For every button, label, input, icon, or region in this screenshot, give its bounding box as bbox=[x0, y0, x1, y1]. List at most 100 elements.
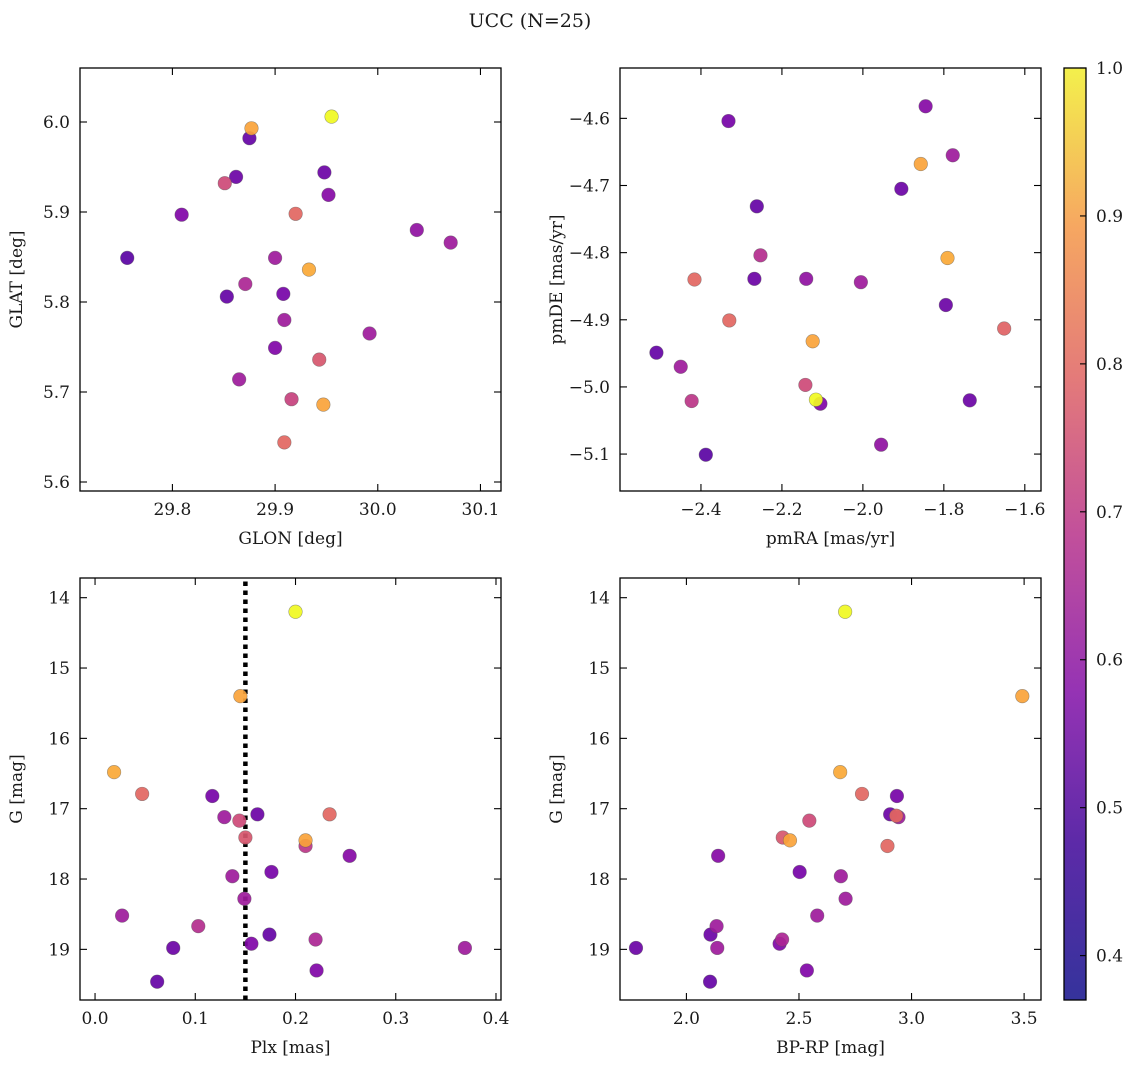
y-tick-label: 16 bbox=[48, 729, 70, 749]
data-point bbox=[309, 963, 324, 978]
data-point bbox=[301, 262, 317, 277]
x-axis-label: pmRA [mas/yr] bbox=[766, 529, 895, 549]
data-point bbox=[747, 271, 762, 286]
data-point bbox=[244, 936, 259, 951]
data-point bbox=[649, 345, 664, 360]
colorbar-tick-label: 0.5 bbox=[1096, 799, 1123, 819]
x-tick-label: −2.4 bbox=[680, 500, 721, 520]
data-point bbox=[838, 604, 853, 619]
scatter-panel-2: −2.4 −2.2 −2.0 −1.8 −1.6 −5.1 −5.0 −4.9 −4.8 −4.7… bbox=[547, 67, 1045, 549]
colorbar-tick-label: 0.4 bbox=[1096, 947, 1123, 967]
x-tick-label: 29.8 bbox=[153, 500, 191, 520]
colorbar: 0.4 0.5 0.6 0.7 0.8 0.9 1.0 bbox=[1063, 59, 1123, 1001]
data-point bbox=[217, 810, 232, 825]
data-point bbox=[799, 271, 814, 286]
x-tick-label: −1.8 bbox=[923, 500, 964, 520]
data-point bbox=[702, 974, 718, 989]
y-tick-label: −4.6 bbox=[569, 109, 610, 129]
y-tick-label: 5.7 bbox=[43, 383, 70, 403]
data-point bbox=[945, 148, 960, 163]
data-point bbox=[225, 869, 240, 884]
data-point bbox=[277, 435, 292, 450]
y-tick-label: 19 bbox=[48, 940, 70, 960]
y-tick-label: 17 bbox=[588, 800, 610, 820]
data-point bbox=[833, 765, 848, 780]
y-tick-label: 5.9 bbox=[43, 203, 70, 223]
data-point bbox=[457, 940, 473, 956]
data-point bbox=[237, 891, 252, 906]
y-axis-label: G [mag] bbox=[7, 754, 27, 823]
data-point bbox=[940, 250, 955, 266]
data-point bbox=[808, 392, 824, 407]
data-point bbox=[228, 169, 244, 184]
data-point bbox=[288, 206, 303, 221]
data-point bbox=[342, 848, 357, 863]
data-point bbox=[997, 321, 1012, 336]
y-tick-label: −4.7 bbox=[569, 177, 610, 197]
data-point bbox=[628, 940, 644, 956]
y-tick-label: 17 bbox=[48, 800, 70, 820]
y-tick-label: 6.0 bbox=[43, 113, 70, 133]
data-point bbox=[698, 447, 713, 462]
y-tick-label: 14 bbox=[588, 589, 610, 609]
data-point bbox=[298, 833, 313, 848]
data-point bbox=[324, 109, 339, 124]
data-point bbox=[802, 813, 817, 828]
data-point bbox=[853, 275, 868, 290]
colorbar-tick-label: 0.8 bbox=[1096, 355, 1123, 375]
data-point bbox=[409, 222, 424, 238]
x-tick-label: 3.0 bbox=[898, 1009, 925, 1029]
data-point bbox=[317, 165, 332, 180]
x-tick-label: 2.5 bbox=[785, 1009, 812, 1029]
data-point bbox=[833, 869, 848, 884]
data-point bbox=[308, 932, 323, 947]
x-tick-label: 0.0 bbox=[82, 1009, 109, 1029]
scatter-panel-3: 0.0 0.1 0.2 0.3 0.4 14 15 16 17 18 19 Plx [mas] G [m… bbox=[7, 577, 510, 1058]
data-point bbox=[174, 207, 189, 222]
data-point bbox=[150, 974, 165, 989]
data-point bbox=[918, 99, 933, 114]
axes-frame bbox=[619, 67, 1042, 492]
data-point bbox=[684, 393, 699, 409]
panels: 29.8 29.9 30.0 30.1 5.6 5.7 5.8 5.9 6.0 GLON [deg… bbox=[7, 67, 1045, 1058]
figure-title: UCC (N=25) bbox=[469, 10, 592, 32]
data-point bbox=[799, 963, 814, 978]
data-point bbox=[276, 286, 291, 302]
axes-frame bbox=[79, 577, 502, 1001]
x-tick-label: 3.5 bbox=[1011, 1009, 1038, 1029]
y-axis-label: pmDE [mas/yr] bbox=[547, 214, 567, 344]
data-point bbox=[106, 765, 122, 780]
data-point bbox=[889, 808, 904, 823]
data-point bbox=[805, 334, 820, 349]
data-point bbox=[191, 919, 206, 934]
colorbar-tick-label: 0.6 bbox=[1096, 651, 1123, 671]
data-point bbox=[244, 121, 259, 136]
data-point bbox=[316, 397, 331, 412]
data-point bbox=[120, 250, 135, 265]
y-tick-label: 15 bbox=[588, 659, 610, 679]
x-tick-label: 30.1 bbox=[462, 500, 500, 520]
data-point bbox=[288, 604, 303, 619]
x-tick-label: −2.2 bbox=[761, 500, 802, 520]
x-axis-label: GLON [deg] bbox=[238, 529, 342, 549]
data-point bbox=[894, 181, 909, 196]
data-point bbox=[838, 891, 853, 906]
scatter-panel-1: 29.8 29.9 30.0 30.1 5.6 5.7 5.8 5.9 6.0 GLON [deg… bbox=[7, 67, 502, 549]
y-tick-label: −4.8 bbox=[569, 244, 610, 264]
y-tick-label: 14 bbox=[48, 589, 70, 609]
data-point bbox=[792, 864, 807, 880]
y-tick-label: −5.0 bbox=[569, 378, 610, 398]
data-point bbox=[443, 235, 458, 250]
data-point bbox=[880, 838, 895, 854]
data-point bbox=[753, 248, 768, 263]
data-point bbox=[267, 340, 283, 356]
x-tick-label: 30.0 bbox=[359, 500, 397, 520]
data-point bbox=[267, 250, 283, 265]
data-point bbox=[962, 393, 977, 408]
y-tick-label: 18 bbox=[588, 870, 610, 890]
data-point bbox=[749, 199, 764, 214]
data-point bbox=[233, 689, 248, 704]
data-point bbox=[709, 919, 724, 934]
data-point bbox=[232, 372, 247, 387]
